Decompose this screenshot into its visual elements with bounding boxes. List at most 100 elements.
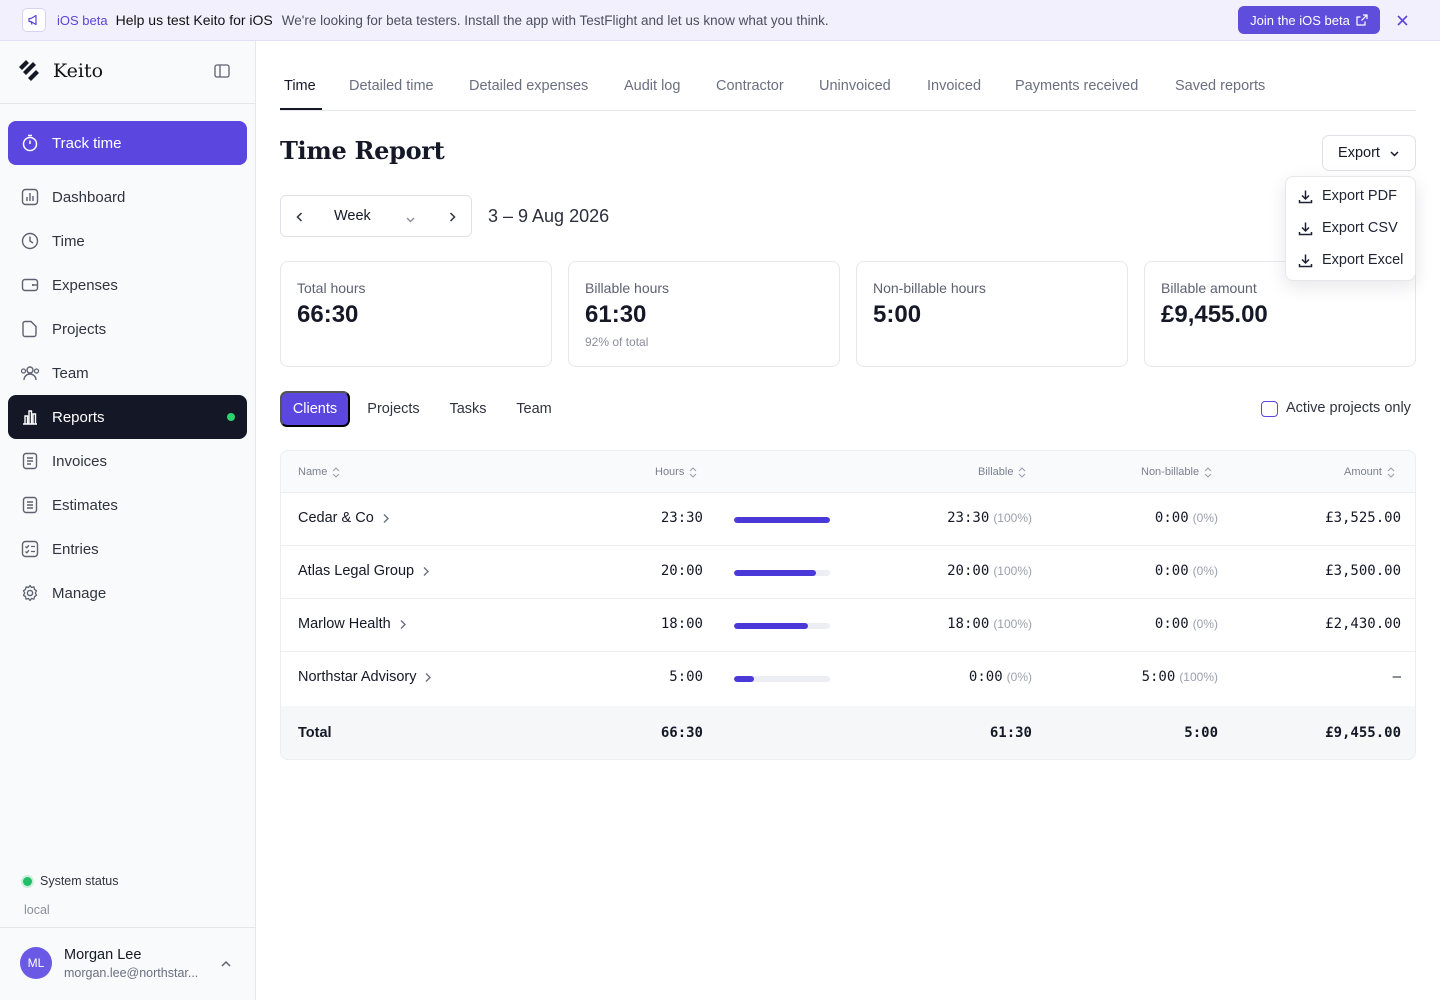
period-selector: Week <box>280 195 472 237</box>
client-name-link[interactable]: Northstar Advisory <box>298 669 432 685</box>
close-banner-icon[interactable] <box>1394 12 1410 28</box>
sidebar-item-team[interactable]: Team <box>8 351 247 395</box>
brand[interactable]: Keito <box>17 58 103 84</box>
sidebar-item-reports[interactable]: Reports <box>8 395 247 439</box>
sidebar-item-entries[interactable]: Entries <box>8 527 247 571</box>
table-row[interactable]: Marlow Health 18:00 18:00 (100%) 0:00 (0… <box>281 599 1415 652</box>
folder-icon <box>20 319 40 339</box>
next-period-icon[interactable] <box>446 210 458 226</box>
tab-invoiced[interactable]: Invoiced <box>927 78 982 94</box>
group-tasks-button[interactable]: Tasks <box>438 391 498 427</box>
billable-value: 23:30 <box>947 510 990 526</box>
sidebar-item-label: Team <box>52 364 89 382</box>
table-header: Name Hours Billable Non-billable Amount <box>281 451 1415 493</box>
client-name: Cedar & Co <box>298 510 374 526</box>
sidebar-item-expenses[interactable]: Expenses <box>8 263 247 307</box>
active-projects-label[interactable]: Active projects only <box>1286 400 1411 416</box>
export-label: Export <box>1338 145 1380 161</box>
client-name-link[interactable]: Marlow Health <box>298 616 407 632</box>
keito-logo-icon <box>19 60 39 81</box>
join-ios-beta-button[interactable]: Join the iOS beta <box>1238 6 1380 34</box>
sort-amount-header[interactable]: Amount <box>1344 466 1395 478</box>
gear-icon <box>20 583 40 603</box>
sidebar-divider <box>0 103 256 104</box>
non-billable-value: 5:00 <box>1141 669 1176 685</box>
sidebar-item-manage[interactable]: Manage <box>8 571 247 615</box>
card-label: Billable hours <box>585 280 670 296</box>
sidebar-item-dashboard[interactable]: Dashboard <box>8 175 247 219</box>
sidebar: Keito Track time Dashboard Time Expenses… <box>0 41 256 1000</box>
sidebar-item-label: Invoices <box>52 452 108 470</box>
summary-card-total-hours: Total hours 66:30 <box>280 261 552 367</box>
tab-saved-reports[interactable]: Saved reports <box>1175 78 1266 94</box>
billable-cell: 0:00 (0%) <box>969 669 1032 685</box>
column-label: Name <box>298 466 328 478</box>
amount-value: £2,430.00 <box>1325 616 1401 632</box>
banner-message: We're looking for beta testers. Install … <box>281 12 829 28</box>
client-name-link[interactable]: Cedar & Co <box>298 510 390 526</box>
tab-audit-log[interactable]: Audit log <box>624 78 681 94</box>
card-subtext: 92% of total <box>585 335 649 349</box>
active-projects-checkbox[interactable] <box>1261 401 1278 417</box>
banner-headline: Help us test Keito for iOS <box>115 12 273 28</box>
sidebar-item-label: Manage <box>52 584 107 602</box>
sidebar-item-projects[interactable]: Projects <box>8 307 247 351</box>
external-link-icon <box>1356 14 1368 26</box>
group-team-button[interactable]: Team <box>505 391 563 427</box>
tab-contractor[interactable]: Contractor <box>716 78 784 94</box>
download-icon <box>1298 222 1313 235</box>
table-row[interactable]: Atlas Legal Group 20:00 20:00 (100%) 0:0… <box>281 546 1415 599</box>
hours-bar <box>734 623 830 629</box>
system-status-link[interactable]: System status <box>23 874 119 888</box>
invoice-icon <box>20 451 40 471</box>
export-excel-item[interactable]: Export Excel <box>1298 252 1403 268</box>
table-row[interactable]: Northstar Advisory 5:00 0:00 (0%) 5:00 (… <box>281 652 1415 705</box>
chevron-right-icon <box>400 619 406 629</box>
clock-icon <box>20 231 40 251</box>
chevron-right-icon <box>383 513 389 523</box>
group-projects-button[interactable]: Projects <box>356 391 431 427</box>
table-row[interactable]: Cedar & Co 23:30 23:30 (100%) 0:00 (0%) … <box>281 493 1415 546</box>
sort-billable-header[interactable]: Billable <box>978 466 1026 478</box>
tab-uninvoiced[interactable]: Uninvoiced <box>819 78 891 94</box>
tab-detailed-expenses[interactable]: Detailed expenses <box>469 78 589 94</box>
megaphone-icon <box>22 8 46 32</box>
billable-cell: 23:30 (100%) <box>947 510 1032 526</box>
non-billable-cell: 5:00 (100%) <box>1142 669 1218 685</box>
status-dot-icon <box>23 876 32 886</box>
export-pdf-item[interactable]: Export PDF <box>1298 188 1397 204</box>
menu-item-label: Export CSV <box>1322 220 1398 236</box>
sidebar-item-label: Dashboard <box>52 188 126 206</box>
tab-detailed-time[interactable]: Detailed time <box>349 78 434 94</box>
sidebar-item-estimates[interactable]: Estimates <box>8 483 247 527</box>
client-name-link[interactable]: Atlas Legal Group <box>298 563 430 579</box>
previous-period-icon[interactable] <box>294 210 306 226</box>
sidebar-toggle-icon[interactable] <box>214 64 232 80</box>
beta-banner: iOS beta Help us test Keito for iOS We'r… <box>0 0 1440 41</box>
user-name: Morgan Lee <box>64 947 142 963</box>
wallet-icon <box>20 275 40 295</box>
sort-hours-header[interactable]: Hours <box>655 466 697 478</box>
billable-value: 0:00 <box>968 669 1003 685</box>
export-button[interactable]: Export <box>1322 135 1416 171</box>
sidebar-item-invoices[interactable]: Invoices <box>8 439 247 483</box>
column-label: Billable <box>978 466 1014 478</box>
sort-non-billable-header[interactable]: Non-billable <box>1141 466 1212 478</box>
tab-payments-received[interactable]: Payments received <box>1015 78 1139 94</box>
active-indicator-dot <box>227 413 235 421</box>
period-select[interactable]: Week <box>334 208 371 224</box>
reports-icon <box>20 407 40 427</box>
total-row: Total 66:30 61:30 5:00 £9,455.00 <box>281 706 1415 759</box>
billable-cell: 20:00 (100%) <box>947 563 1032 579</box>
user-menu[interactable]: ML Morgan Lee morgan.lee@northstar... <box>20 947 242 983</box>
join-label: Join the iOS beta <box>1250 12 1350 28</box>
tab-time[interactable]: Time <box>284 78 316 94</box>
estimate-icon <box>20 495 40 515</box>
group-clients-button[interactable]: Clients <box>280 391 350 427</box>
track-time-button[interactable]: Track time <box>8 121 247 165</box>
track-time-label: Track time <box>52 134 122 152</box>
sidebar-item-time[interactable]: Time <box>8 219 247 263</box>
card-label: Billable amount <box>1161 280 1257 296</box>
sort-name-header[interactable]: Name <box>298 466 340 478</box>
export-csv-item[interactable]: Export CSV <box>1298 220 1398 236</box>
